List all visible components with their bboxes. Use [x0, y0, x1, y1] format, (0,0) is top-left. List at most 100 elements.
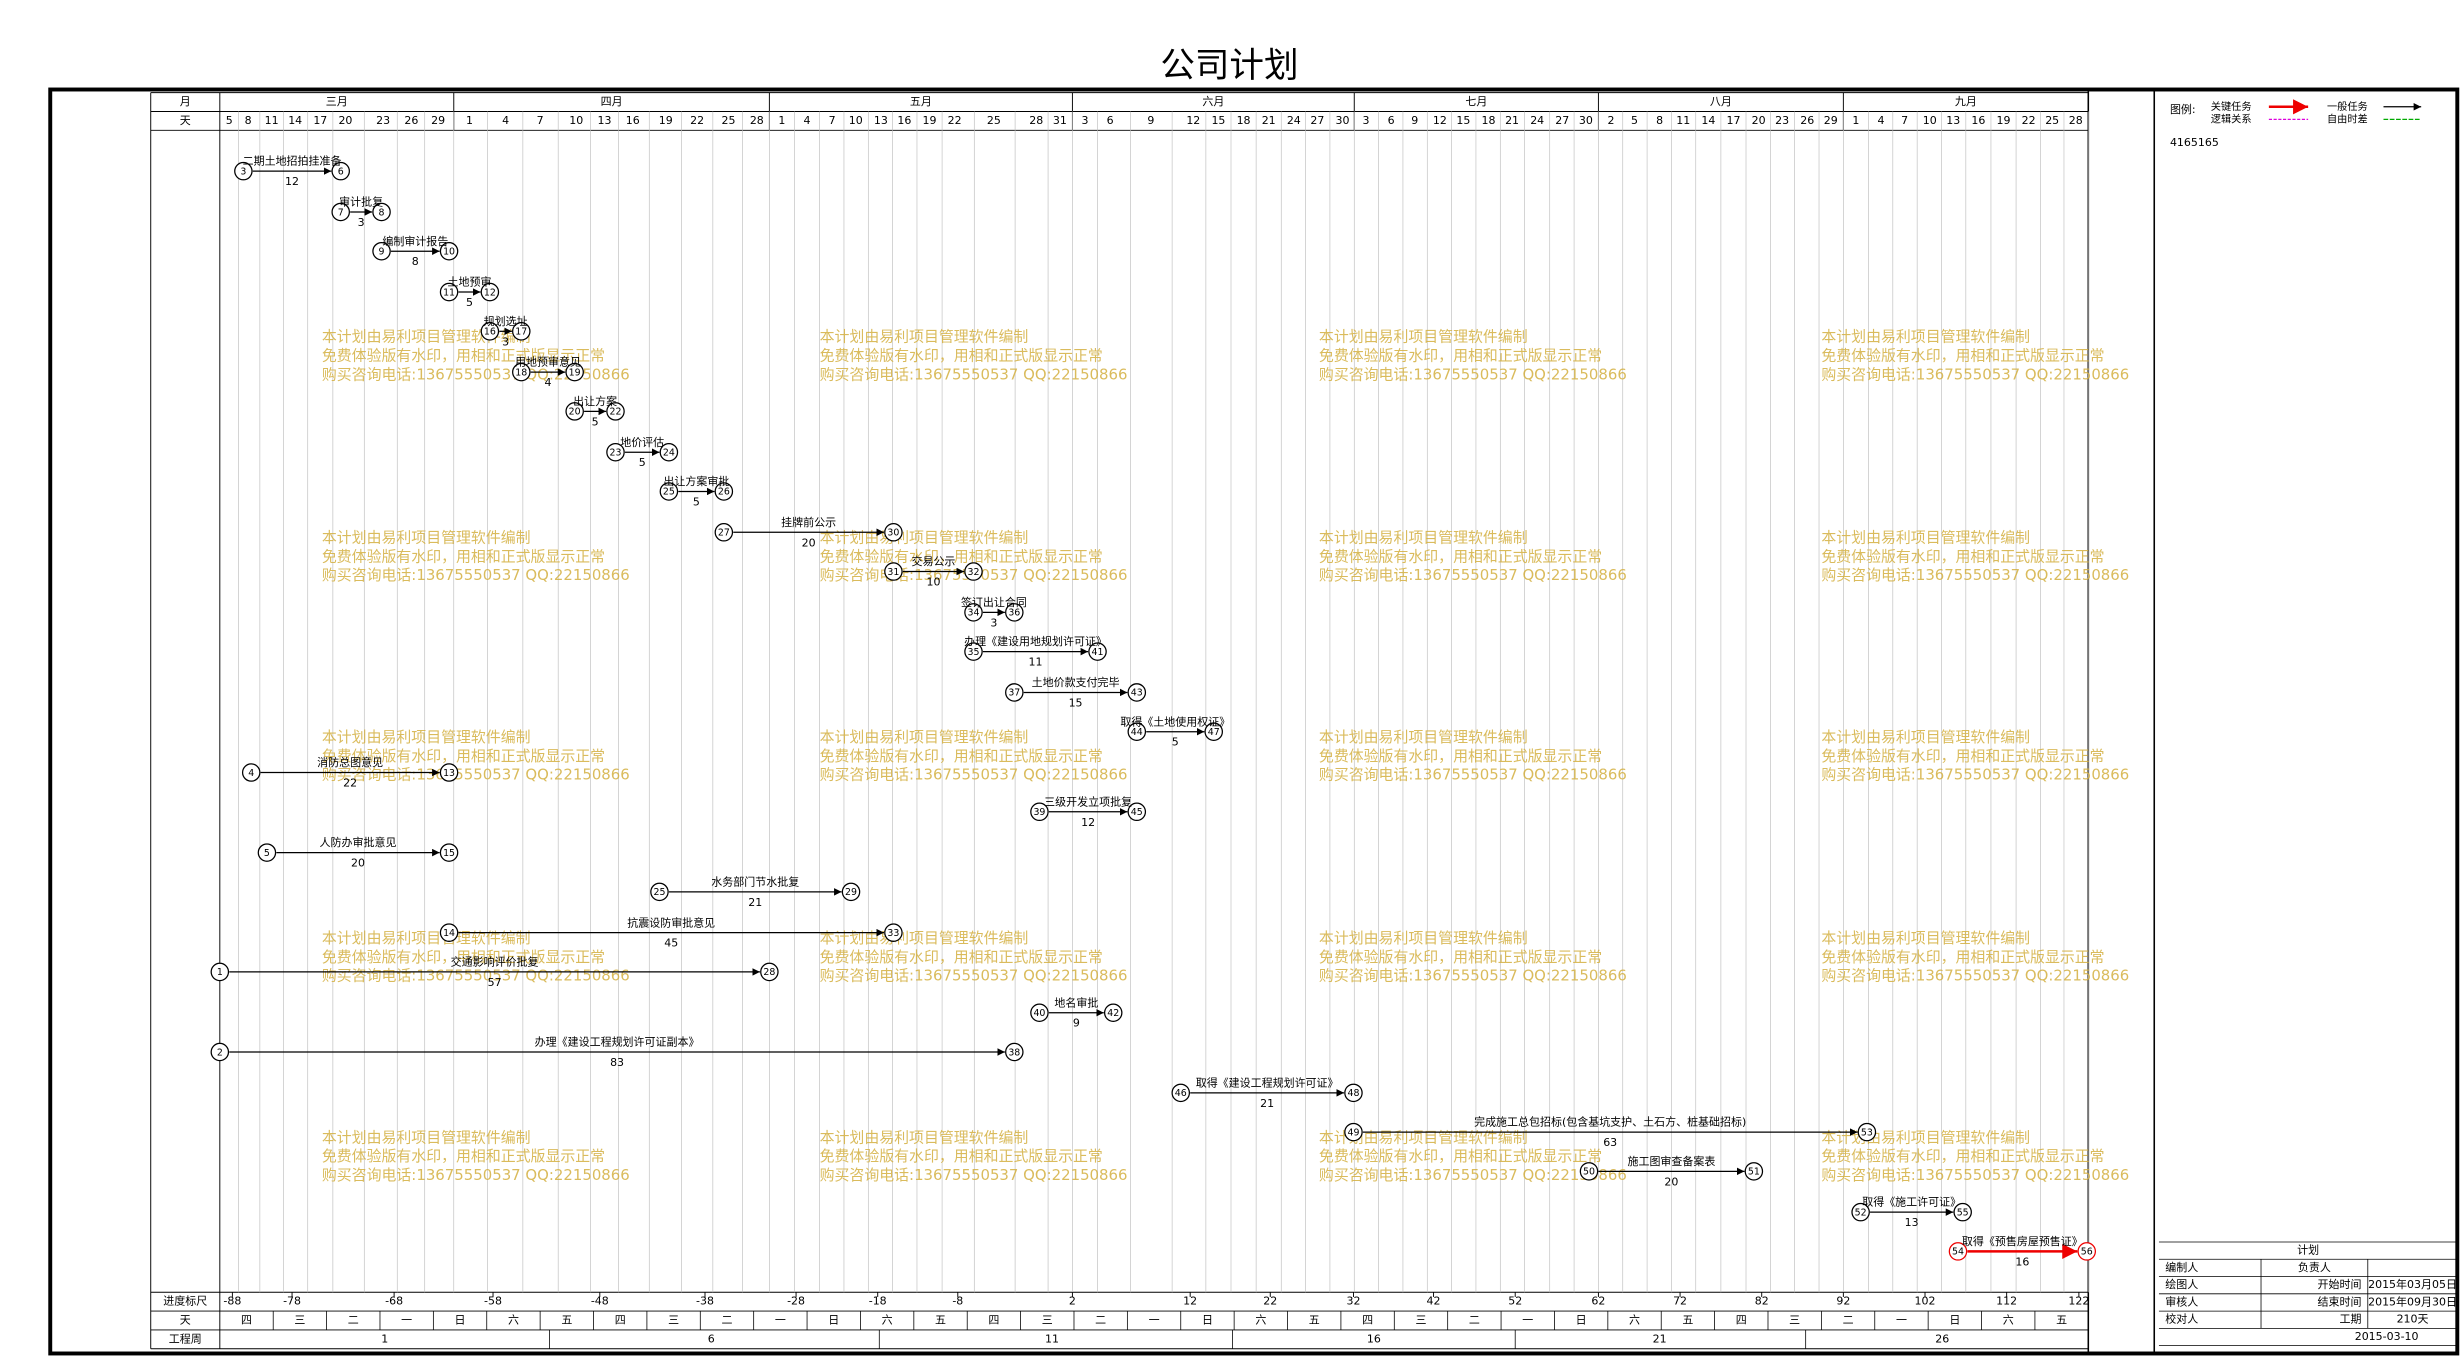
day-label: 22: [948, 114, 962, 127]
info-label: 工期: [2340, 1313, 2362, 1326]
watermark: 本计划由易利项目管理软件编制: [820, 1128, 1029, 1146]
day-label: 1: [466, 114, 473, 127]
node: [1857, 1122, 1877, 1142]
day-label: 20: [338, 114, 352, 127]
node-number: 42: [1107, 1008, 1119, 1019]
task-name: 施工图审查备案表: [1627, 1154, 1715, 1168]
node: [439, 923, 459, 942]
scale-label: -58: [484, 1295, 502, 1308]
watermark: 免费体验版有水印，用相和正式版显示正常: [1821, 547, 2104, 565]
task-name: 出让方案: [573, 394, 617, 408]
day-label: 28: [750, 114, 764, 127]
node: [1088, 642, 1107, 661]
weekday-label: 二: [1469, 1314, 1480, 1327]
watermark: 购买咨询电话:13675550537 QQ:22150866: [1319, 967, 1627, 985]
weekday-label: 二: [348, 1314, 359, 1327]
scale-label: 2: [1069, 1295, 1076, 1308]
day-label: 15: [1456, 114, 1470, 127]
day-label: 8: [1656, 114, 1663, 127]
day-label: 23: [376, 114, 390, 127]
node: [1127, 683, 1147, 702]
task-duration: 11: [1029, 656, 1043, 669]
scale-label: -28: [787, 1295, 805, 1308]
watermark: 本计划由易利项目管理软件编制: [820, 929, 1029, 947]
node-number: 39: [1033, 807, 1045, 818]
scale-label: 72: [1673, 1295, 1687, 1308]
task-name: 出让方案审批: [663, 474, 729, 488]
node-number: 36: [1008, 608, 1020, 619]
weekday-label: 三: [1415, 1314, 1426, 1327]
node-number: 6: [338, 166, 344, 177]
node-number: 25: [663, 487, 675, 498]
watermark: 免费体验版有水印，用相和正式版显示正常: [1821, 948, 2104, 966]
task-name: 消防总图意见: [317, 755, 383, 769]
watermark: 免费体验版有水印，用相和正式版显示正常: [322, 547, 605, 565]
task-duration: 5: [693, 495, 700, 508]
weekday-label: 日: [455, 1314, 466, 1327]
node: [210, 962, 230, 982]
node: [1005, 1042, 1024, 1062]
weekday-label: 一: [1149, 1314, 1160, 1327]
day-label: 23: [1775, 114, 1789, 127]
watermark: 免费体验版有水印，用相和正式版显示正常: [820, 547, 1103, 565]
task-duration: 4: [544, 376, 551, 389]
month-label: 七月: [1465, 95, 1487, 108]
task-name: 取得《预售房屋预售证》: [1962, 1234, 2083, 1248]
watermark: 本计划由易利项目管理软件编制: [1319, 929, 1528, 947]
node: [1005, 683, 1024, 702]
watermark: 购买咨询电话:13675550537 QQ:22150866: [820, 365, 1128, 383]
footer-label: 工程周: [169, 1332, 202, 1345]
node: [1127, 802, 1147, 822]
node-number: 4: [248, 768, 254, 779]
task-name: 水务部门节水批复: [711, 874, 799, 888]
watermark: 免费体验版有水印，用相和正式版显示正常: [1319, 948, 1602, 966]
scale-label: -68: [385, 1295, 403, 1308]
watermark: 购买咨询电话:13675550537 QQ:22150866: [1319, 566, 1627, 584]
week-label: 6: [708, 1332, 715, 1345]
node: [659, 482, 679, 501]
task-name: 抗震设防审批意见: [627, 915, 715, 929]
task-duration: 20: [802, 536, 816, 549]
day-label: 13: [598, 114, 612, 127]
node-number: 7: [338, 207, 344, 218]
week-label: 16: [1367, 1332, 1381, 1345]
legend-label: 关键任务: [2211, 100, 2252, 113]
scale-label: -38: [696, 1295, 714, 1308]
day-label: 18: [1237, 114, 1251, 127]
month-label: 九月: [1955, 95, 1977, 108]
task-name: 规划选址: [484, 314, 528, 328]
weekday-label: 五: [1309, 1314, 1320, 1327]
node-number: 43: [1131, 688, 1143, 699]
day-label: 11: [265, 114, 279, 127]
weekday-label: 六: [882, 1314, 893, 1327]
day-label: 18: [1482, 114, 1496, 127]
task-duration: 12: [1081, 816, 1095, 829]
weekday-label: 二: [721, 1314, 732, 1327]
day-label: 21: [1505, 114, 1519, 127]
task-name: 挂牌前公示: [781, 515, 836, 529]
watermark: 免费体验版有水印，用相和正式版显示正常: [1821, 747, 2104, 765]
watermark: 免费体验版有水印，用相和正式版显示正常: [1319, 547, 1602, 565]
task-duration: 16: [2015, 1255, 2029, 1268]
weekday-label: 四: [615, 1314, 626, 1327]
watermark: 购买咨询电话:13675550537 QQ:22150866: [322, 766, 630, 784]
day-label: 5: [1631, 114, 1638, 127]
day-label: 11: [1676, 114, 1690, 127]
legend-label: 自由时差: [2327, 112, 2368, 125]
node-number: 53: [1861, 1127, 1873, 1138]
watermark: 购买咨询电话:13675550537 QQ:22150866: [322, 566, 630, 584]
day-label: 31: [1053, 114, 1067, 127]
day-label: 3: [1363, 114, 1370, 127]
node: [1948, 1242, 1968, 1261]
node-number: 14: [443, 928, 455, 939]
node-number: 46: [1175, 1088, 1187, 1099]
node-number: 34: [968, 608, 980, 619]
day-label: 29: [1824, 114, 1838, 127]
weekday-label: 日: [1949, 1314, 1960, 1327]
node: [964, 642, 983, 661]
weekday-label: 二: [1095, 1314, 1106, 1327]
day-label: 6: [1388, 114, 1395, 127]
weekday-label: 一: [1896, 1314, 1907, 1327]
day-label: 17: [1726, 114, 1740, 127]
watermark: 免费体验版有水印，用相和正式版显示正常: [1319, 346, 1602, 364]
